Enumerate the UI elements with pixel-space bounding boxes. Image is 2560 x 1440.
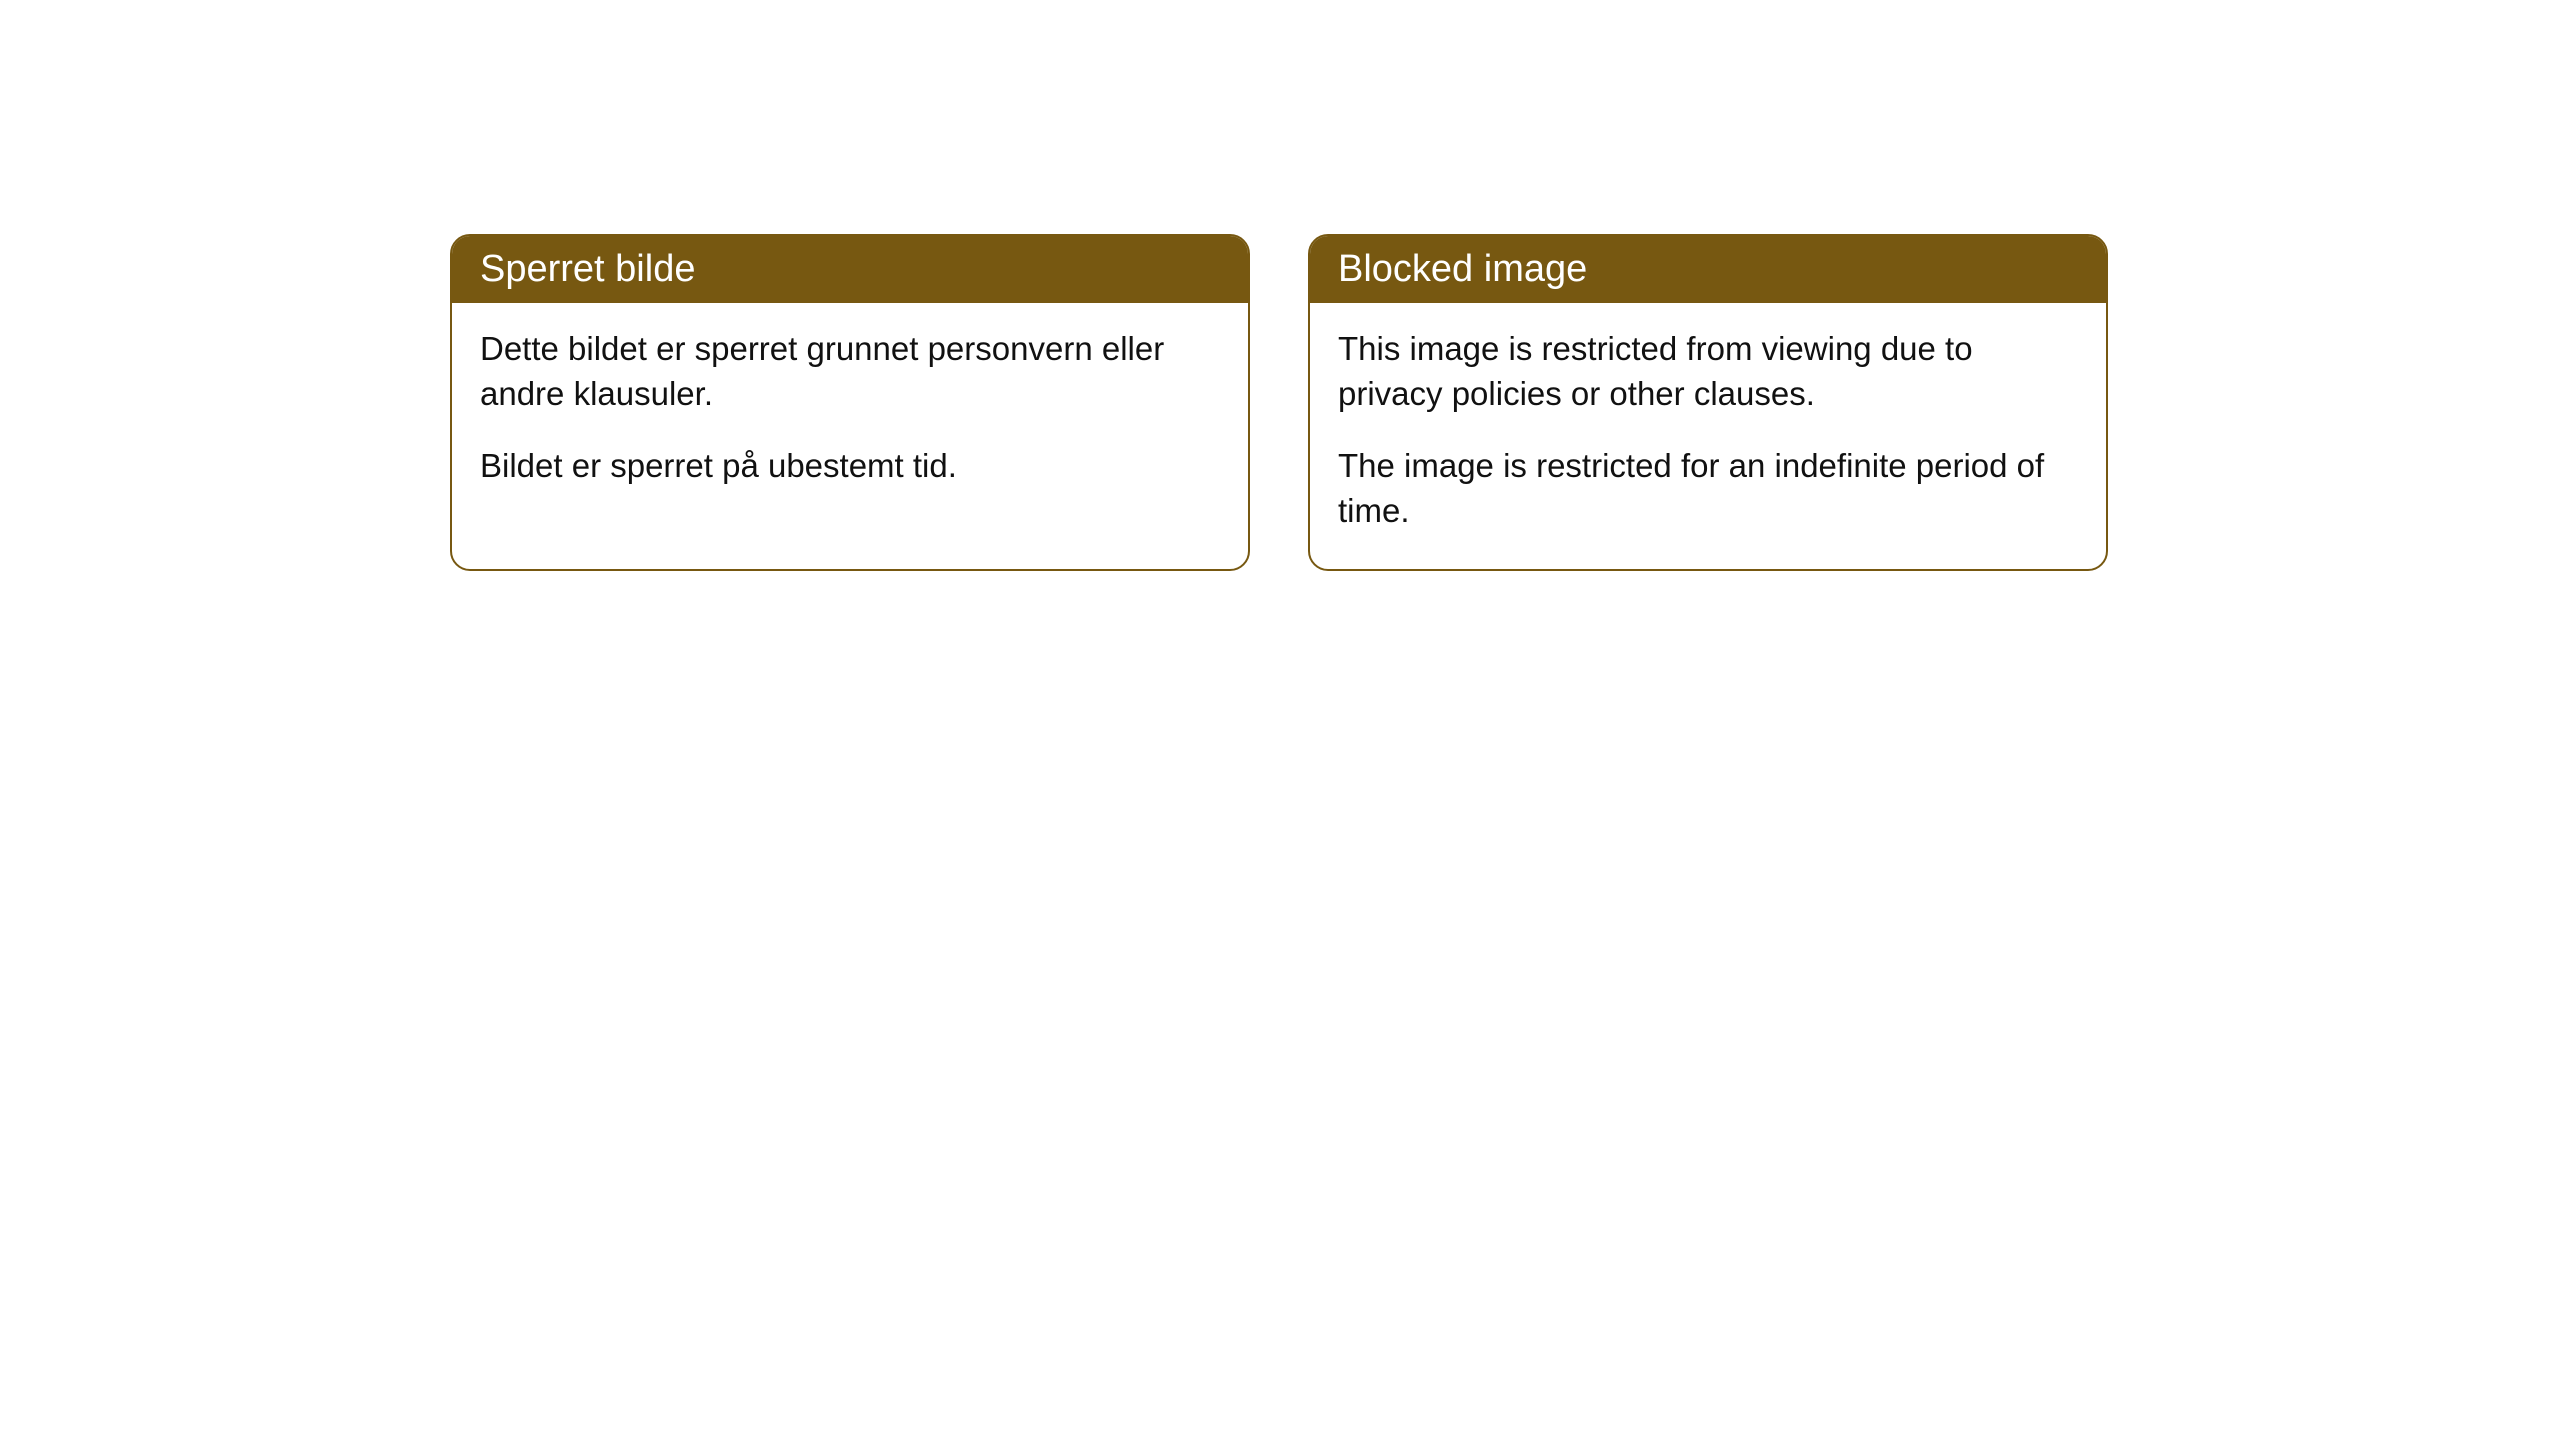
card-paragraph: This image is restricted from viewing du… (1338, 327, 2078, 416)
card-body: This image is restricted from viewing du… (1310, 303, 2106, 569)
blocked-image-card-english: Blocked image This image is restricted f… (1308, 234, 2108, 571)
card-title: Sperret bilde (480, 248, 695, 290)
blocked-image-card-norwegian: Sperret bilde Dette bildet er sperret gr… (450, 234, 1250, 571)
card-paragraph: Bildet er sperret på ubestemt tid. (480, 444, 1220, 489)
card-title: Blocked image (1338, 248, 1587, 290)
card-header: Blocked image (1310, 236, 2106, 303)
card-header: Sperret bilde (452, 236, 1248, 303)
card-body: Dette bildet er sperret grunnet personve… (452, 303, 1248, 525)
card-paragraph: The image is restricted for an indefinit… (1338, 444, 2078, 533)
notice-cards-container: Sperret bilde Dette bildet er sperret gr… (450, 234, 2108, 571)
card-paragraph: Dette bildet er sperret grunnet personve… (480, 327, 1220, 416)
